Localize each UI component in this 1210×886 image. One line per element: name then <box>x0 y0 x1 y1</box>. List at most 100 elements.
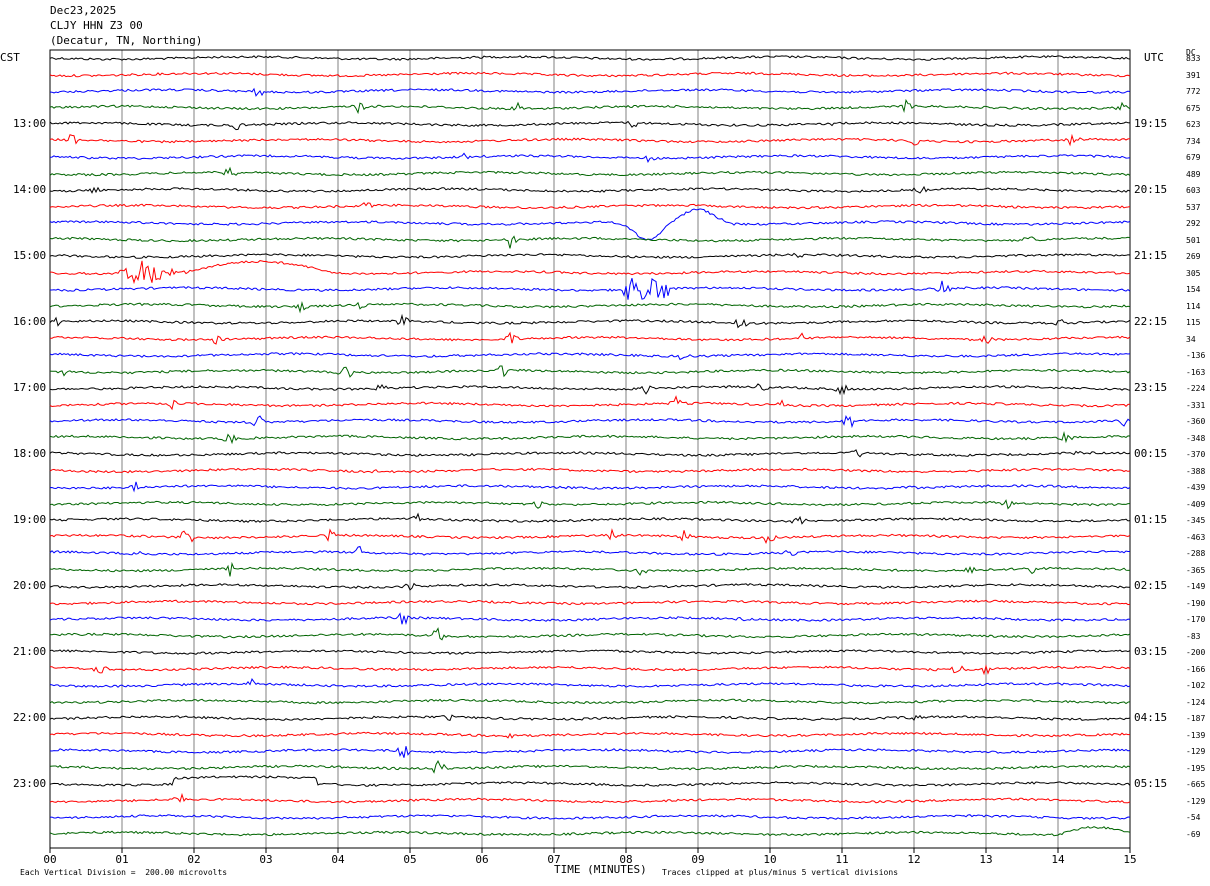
dc-offset-value: -139 <box>1186 730 1206 740</box>
dc-offset-value: -360 <box>1186 417 1206 426</box>
trace-11 <box>49 208 1131 241</box>
trace-8 <box>49 166 1131 177</box>
dc-offset-value: -409 <box>1186 499 1206 509</box>
trace-2 <box>49 71 1131 78</box>
dc-offset-value: -69 <box>1186 829 1201 839</box>
right-time-label: 01:15 <box>1134 513 1168 526</box>
dc-offset-value: -665 <box>1186 780 1206 789</box>
dc-offset-value: -348 <box>1186 433 1206 443</box>
dc-offset-value: 34 <box>1186 334 1196 344</box>
trace-37 <box>49 649 1131 655</box>
dc-offset-value: -224 <box>1186 384 1206 393</box>
x-tick-label-04: 04 <box>331 853 345 866</box>
trace-3 <box>49 87 1131 97</box>
dc-offset-value: 679 <box>1186 153 1201 162</box>
right-time-label: 02:15 <box>1134 579 1168 592</box>
dc-offset-value: 772 <box>1186 87 1201 96</box>
dc-offset-value: -195 <box>1186 763 1206 773</box>
trace-26 <box>49 467 1131 474</box>
trace-29 <box>49 512 1131 525</box>
left-time-label: 13:00 <box>13 117 47 130</box>
dc-offset-value: -439 <box>1186 483 1206 492</box>
right-time-label: 21:15 <box>1134 249 1168 262</box>
dc-offset-value: -288 <box>1186 549 1206 558</box>
x-axis-title: TIME (MINUTES) <box>554 863 647 876</box>
trace-23 <box>49 415 1131 429</box>
header-station: CLJY HHN Z3 00 <box>50 19 143 32</box>
left-time-label: 21:00 <box>13 645 47 658</box>
scale-note: Each Vertical Division = 200.00 microvol… <box>20 868 228 877</box>
dc-offset-value: 292 <box>1186 219 1201 228</box>
plot-border <box>49 49 1131 849</box>
trace-12 <box>49 235 1131 249</box>
trace-35 <box>49 612 1131 625</box>
x-tick-label-09: 09 <box>691 853 704 866</box>
right-time-label: 03:15 <box>1134 645 1168 658</box>
x-tick-label-02: 02 <box>187 853 200 866</box>
dc-offset-value: 603 <box>1186 186 1201 195</box>
trace-40 <box>49 698 1131 705</box>
dc-offset-value: -370 <box>1186 450 1206 459</box>
dc-offset-value: 537 <box>1186 202 1201 212</box>
dc-offset-value: -170 <box>1186 615 1206 624</box>
trace-43 <box>49 746 1131 758</box>
x-axis-ticks: 00 01 02 03 04 05 06 07 08 09 10 11 12 13 14 15 <box>43 848 1137 866</box>
dc-offset-value: -136 <box>1186 351 1206 360</box>
trace-41 <box>49 714 1131 722</box>
right-axis-label: UTC <box>1144 51 1164 64</box>
trace-5 <box>49 120 1131 131</box>
header-location: (Decatur, TN, Northing) <box>50 34 203 47</box>
dc-offset-value: 269 <box>1186 252 1201 261</box>
x-tick-label-15: 15 <box>1123 853 1136 866</box>
trace-1 <box>49 55 1131 61</box>
dc-offset-value: 833 <box>1186 54 1201 63</box>
left-time-label: 15:00 <box>13 249 47 262</box>
x-tick-label-13: 13 <box>979 853 992 866</box>
left-time-label: 19:00 <box>13 513 47 526</box>
header-date: Dec23,2025 <box>50 4 117 17</box>
trace-42 <box>49 731 1131 739</box>
right-time-label: 23:15 <box>1134 381 1168 394</box>
dc-offset-value: 501 <box>1186 235 1201 245</box>
dc-label: DC <box>1186 48 1196 57</box>
trace-44 <box>49 760 1131 774</box>
left-time-label: 20:00 <box>13 579 47 592</box>
right-time-label: 19:15 <box>1134 117 1168 130</box>
right-time-label: 20:15 <box>1134 183 1168 196</box>
dc-offset-value: 623 <box>1186 120 1201 129</box>
trace-25 <box>49 449 1131 458</box>
trace-17 <box>49 313 1131 329</box>
left-axis-label: CST <box>0 51 20 64</box>
trace-19 <box>49 352 1131 361</box>
left-time-label: 22:00 <box>13 711 47 724</box>
trace-46 <box>49 792 1131 804</box>
trace-45 <box>49 775 1131 787</box>
trace-31 <box>49 545 1130 556</box>
x-tick-label-08: 08 <box>619 853 632 866</box>
dc-offset-value: -83 <box>1186 631 1201 641</box>
trace-18 <box>50 331 1131 345</box>
dc-offset-value: -149 <box>1186 582 1206 591</box>
dc-offset-value: -102 <box>1186 681 1206 690</box>
dc-offset-value: -190 <box>1186 598 1206 608</box>
trace-27 <box>49 481 1131 493</box>
seismic-traces <box>49 55 1131 837</box>
trace-47 <box>49 814 1131 820</box>
dc-offset-value: 154 <box>1186 285 1201 294</box>
dc-offset-value: -54 <box>1186 813 1201 822</box>
trace-30 <box>49 528 1131 545</box>
trace-33 <box>49 582 1131 591</box>
dc-offset-value: -163 <box>1186 367 1206 377</box>
left-time-label: 17:00 <box>13 381 47 394</box>
x-tick-label-12: 12 <box>907 853 920 866</box>
x-tick-label-00: 00 <box>43 853 56 866</box>
trace-13 <box>49 252 1131 259</box>
x-tick-label-05: 05 <box>403 853 416 866</box>
minute-gridlines <box>49 49 1131 849</box>
right-time-label: 04:15 <box>1134 711 1168 724</box>
dc-offset-value: -129 <box>1186 747 1206 756</box>
right-time-label: 00:15 <box>1134 447 1168 460</box>
x-tick-label-03: 03 <box>259 853 272 866</box>
right-time-label: 05:15 <box>1134 777 1168 790</box>
